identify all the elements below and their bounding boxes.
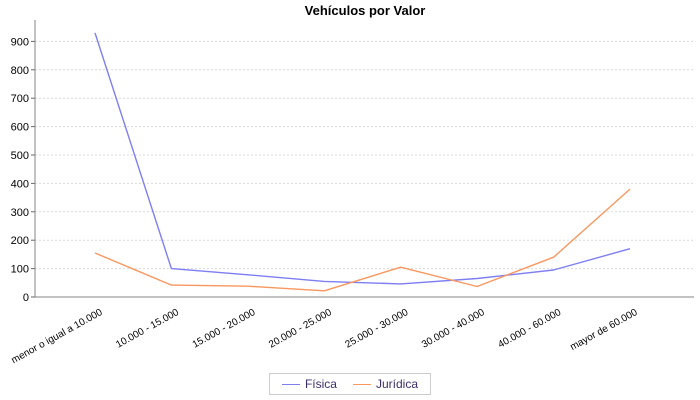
chart-title: Vehículos por Valor bbox=[304, 3, 426, 18]
series-line-0 bbox=[94, 32, 631, 285]
legend-label-juridica: Jurídica bbox=[375, 377, 419, 391]
x-axis-label: 25.000 - 30.000 bbox=[344, 307, 411, 351]
fisica-line-swatch-icon bbox=[281, 383, 300, 385]
juridica-line-swatch-icon bbox=[352, 383, 371, 385]
x-axis-label: 20.000 - 25.000 bbox=[267, 307, 334, 351]
y-tick-label: 200 bbox=[11, 235, 29, 247]
y-tick-label: 300 bbox=[11, 207, 29, 219]
y-tick-label: 0 bbox=[23, 292, 29, 304]
y-tick-label: 800 bbox=[11, 65, 29, 77]
y-tick-label: 600 bbox=[11, 122, 29, 134]
legend-box: Física Jurídica bbox=[268, 373, 432, 395]
series-line-1 bbox=[94, 188, 631, 292]
y-tick-label: 700 bbox=[11, 93, 29, 105]
plot-area: 0 100 200 300 400 500 600 700 800 900 menor o igua… bbox=[10, 20, 694, 366]
x-axis-label: 40.000 - 60.000 bbox=[496, 307, 563, 351]
legend: Física Jurídica bbox=[0, 373, 700, 395]
x-axis-label: 15.000 - 20.000 bbox=[191, 307, 258, 351]
x-axis-label: 10.000 - 15.000 bbox=[114, 307, 181, 351]
x-axis-label: mayor de 60.000 bbox=[568, 307, 639, 353]
y-tick-label: 500 bbox=[11, 150, 29, 162]
legend-item-fisica: Física bbox=[281, 377, 337, 391]
legend-label-fisica: Física bbox=[304, 377, 337, 391]
y-tick-label: 100 bbox=[11, 264, 29, 276]
x-axis-label: 30.000 - 40.000 bbox=[420, 307, 487, 351]
x-axis-label: menor o igual a 10.000 bbox=[10, 307, 105, 366]
legend-item-juridica: Jurídica bbox=[352, 377, 419, 391]
y-tick-label: 400 bbox=[11, 178, 29, 190]
y-tick-label: 900 bbox=[11, 36, 29, 48]
